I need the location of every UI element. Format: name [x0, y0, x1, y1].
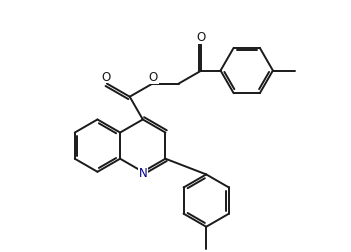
Text: O: O	[197, 31, 206, 44]
Text: O: O	[149, 71, 158, 84]
Text: O: O	[102, 70, 111, 83]
Text: N: N	[138, 166, 147, 179]
